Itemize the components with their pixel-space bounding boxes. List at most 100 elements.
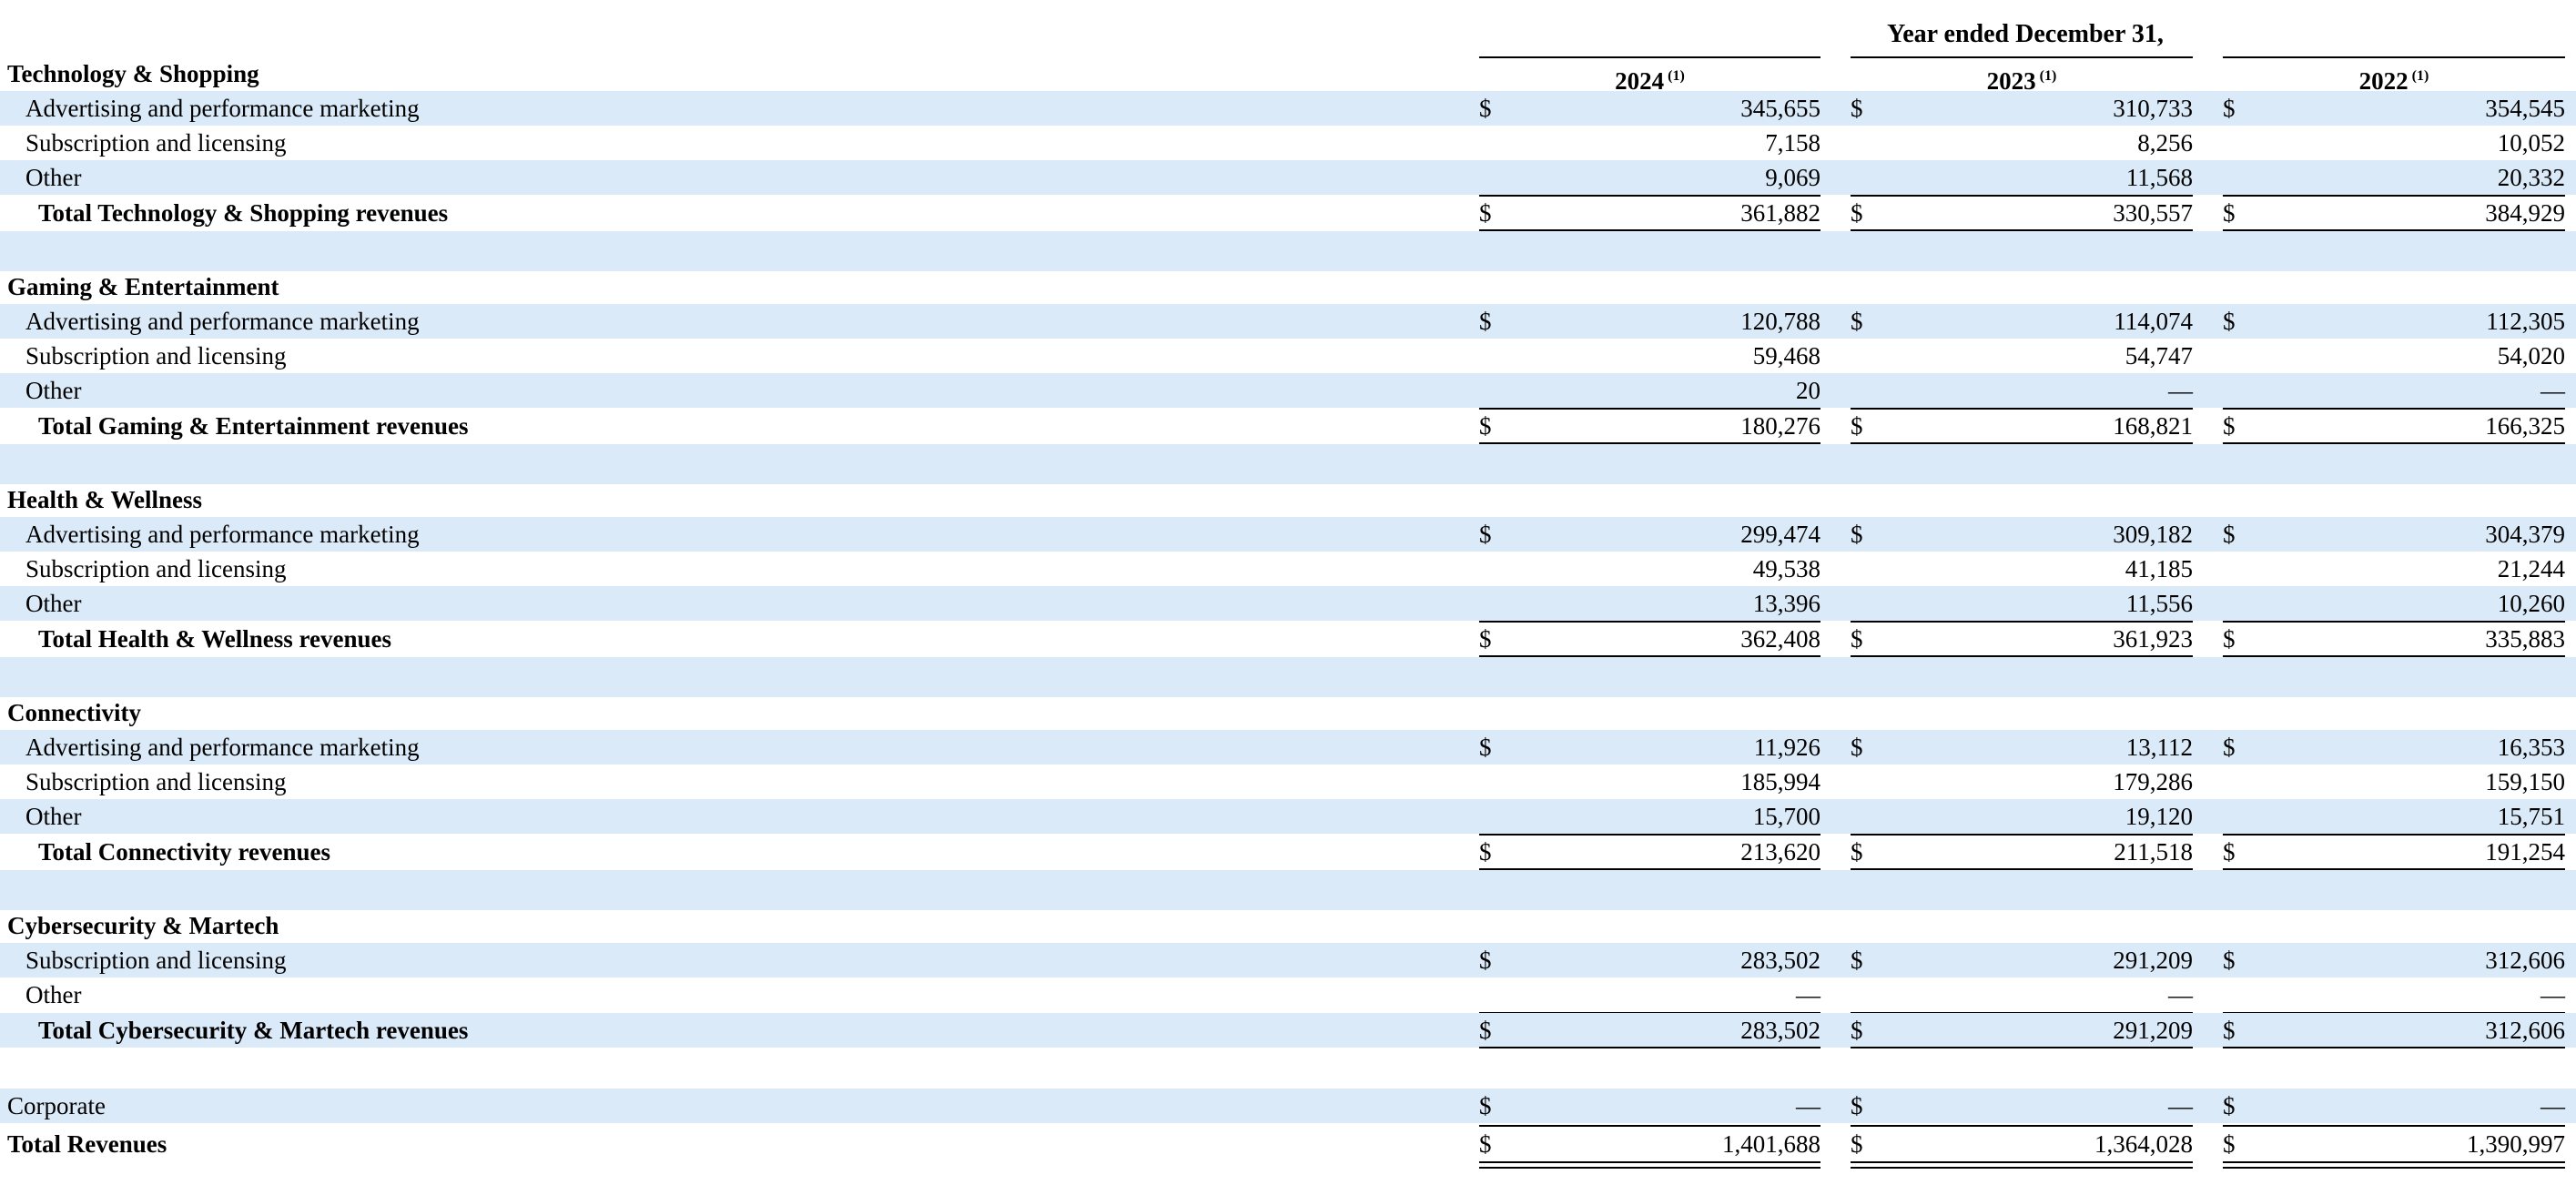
year-label: 2024 (1615, 67, 1665, 95)
value-cell: 8,256 (2137, 129, 2193, 157)
value-cell: 168,821 (2113, 412, 2193, 440)
value-cell: 41,185 (2125, 555, 2193, 582)
value-cell: 211,518 (2114, 838, 2193, 866)
underline (1479, 655, 1820, 657)
value-cell: 330,557 (2113, 199, 2193, 227)
value-cell: 191,254 (2485, 838, 2565, 866)
value-cell: 1,401,688 (1722, 1130, 1820, 1158)
section-title-row: Technology & Shopping (0, 56, 2576, 91)
currency-symbol: $ (1851, 1130, 1863, 1158)
value-cell: 345,655 (1740, 95, 1820, 122)
currency-symbol: $ (1851, 521, 1863, 548)
grand-total-row: Total Revenues $1,401,688 $1,364,028 $1,390… (0, 1127, 2576, 1161)
double-underline (1479, 1161, 1820, 1169)
subtotal-label: Total Technology & Shopping revenues (38, 199, 449, 227)
value-cell: 335,883 (2485, 625, 2565, 653)
value-cell: 114,074 (2114, 308, 2193, 335)
value-cell: 354,545 (2485, 95, 2565, 122)
value-cell: 49,538 (1752, 555, 1820, 582)
currency-symbol: $ (2223, 1017, 2236, 1044)
line-item-row: Other 15,700 19,120 15,751 (0, 799, 2576, 834)
year-footnote: (1) (2411, 68, 2429, 84)
value-cell: 54,747 (2125, 342, 2193, 370)
subtotal-row: Total Cybersecurity & Martech revenues $2… (0, 1013, 2576, 1048)
line-item-label: Subscription and licensing (25, 129, 287, 157)
currency-symbol: $ (1479, 521, 1492, 548)
value-cell: 15,751 (2497, 803, 2565, 830)
value-cell: 185,994 (1740, 768, 1820, 795)
value-cell: 310,733 (2113, 95, 2193, 122)
currency-symbol: $ (1479, 308, 1492, 335)
underline (1479, 834, 1820, 836)
subtotal-row: Total Connectivity revenues $213,620 $211,… (0, 835, 2576, 869)
value-cell: 15,700 (1752, 803, 1820, 830)
value-cell: 54,020 (2497, 342, 2565, 370)
underline (2223, 655, 2565, 657)
line-item-row: Advertising and performance marketing $34… (0, 91, 2576, 126)
line-item-label: Other (25, 981, 82, 1008)
value-cell: — (2541, 981, 2565, 1008)
value-cell: — (2168, 377, 2193, 404)
line-item-row: Advertising and performance marketing $11… (0, 730, 2576, 765)
subtotal-row: Total Gaming & Entertainment revenues $18… (0, 409, 2576, 443)
underline (2223, 195, 2565, 197)
value-cell: 11,556 (2125, 590, 2193, 617)
currency-symbol: $ (1851, 838, 1863, 866)
year-label: 2023 (1986, 67, 2036, 95)
value-cell: 309,182 (2113, 521, 2193, 548)
double-underline (2223, 1161, 2565, 1169)
currency-symbol: $ (2223, 734, 2236, 761)
section-title: Connectivity (7, 699, 141, 726)
currency-symbol: $ (1479, 1017, 1492, 1044)
line-item-row: Advertising and performance marketing $12… (0, 304, 2576, 339)
value-cell: 384,929 (2485, 199, 2565, 227)
value-cell: 361,882 (1740, 199, 1820, 227)
currency-symbol: $ (1479, 412, 1492, 440)
value-cell: — (2168, 981, 2193, 1008)
value-cell: — (1796, 1092, 1820, 1119)
section-title-row: Connectivity (0, 695, 2576, 730)
value-cell: 312,606 (2485, 947, 2565, 974)
currency-symbol: $ (2223, 521, 2236, 548)
line-item-row: Subscription and licensing $283,502 $291,2… (0, 943, 2576, 977)
underline (1479, 195, 1820, 197)
line-item-row: Subscription and licensing 49,538 41,185 21… (0, 552, 2576, 586)
spacer-row (0, 1048, 2576, 1089)
currency-symbol: $ (1851, 199, 1863, 227)
currency-symbol: $ (1479, 734, 1492, 761)
underline (1479, 1125, 1820, 1127)
value-cell: 10,052 (2497, 129, 2565, 157)
section-title: Technology & Shopping (7, 60, 259, 87)
currency-symbol: $ (2223, 1092, 2236, 1119)
currency-symbol: $ (1851, 625, 1863, 653)
value-cell: — (2541, 377, 2565, 404)
underline (1851, 868, 2193, 870)
value-cell: — (2168, 1092, 2193, 1119)
underline (2223, 229, 2565, 231)
currency-symbol: $ (1851, 734, 1863, 761)
value-cell: 59,468 (1752, 342, 1820, 370)
value-cell: 304,379 (2485, 521, 2565, 548)
line-item-label: Advertising and performance marketing (25, 734, 420, 761)
value-cell: 20,332 (2497, 164, 2565, 191)
value-cell: 10,260 (2497, 590, 2565, 617)
value-cell: — (1796, 981, 1820, 1008)
value-cell: 213,620 (1740, 838, 1820, 866)
underline (1851, 442, 2193, 444)
currency-symbol: $ (1479, 95, 1492, 122)
line-item-label: Other (25, 803, 82, 830)
spacer-row (0, 657, 2576, 697)
value-cell: 1,364,028 (2094, 1130, 2193, 1158)
underline (1851, 655, 2193, 657)
value-cell: 112,305 (2486, 308, 2565, 335)
line-item-label: Advertising and performance marketing (25, 308, 420, 335)
subtotal-label: Total Cybersecurity & Martech revenues (38, 1017, 469, 1044)
value-cell: 283,502 (1740, 1017, 1820, 1044)
currency-symbol: $ (1479, 199, 1492, 227)
year-label: 2022 (2358, 67, 2409, 95)
value-cell: 13,396 (1752, 590, 1820, 617)
underline (1851, 834, 2193, 836)
spacer-row (0, 231, 2576, 271)
underline (1479, 621, 1820, 623)
value-cell: 312,606 (2485, 1017, 2565, 1044)
